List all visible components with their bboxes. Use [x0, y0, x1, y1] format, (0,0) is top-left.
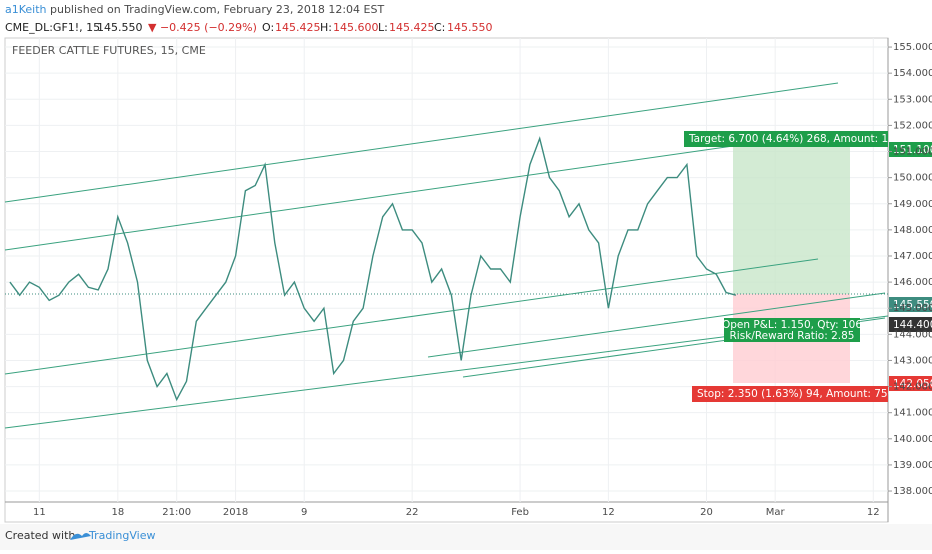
price-tag-label: 144.400: [893, 319, 932, 331]
y-tick-label: 146.000: [893, 277, 932, 288]
target-label: Target: 6.700 (4.64%) 268, Amount: 1710: [688, 133, 908, 145]
x-tick-label: 18: [111, 507, 124, 518]
change: ▼ −0.425 (−0.29%): [148, 21, 257, 34]
x-tick-label: 12: [602, 507, 615, 518]
chart-title: FEEDER CATTLE FUTURES, 15, CME: [12, 44, 206, 57]
footer: [0, 524, 932, 550]
x-tick-label: 12: [867, 507, 880, 518]
y-tick-label: 142.000: [893, 382, 932, 393]
x-tick-label: 20: [700, 507, 713, 518]
price-tag: [889, 297, 932, 312]
open: 145.425: [275, 21, 321, 34]
footer-brand[interactable]: TradingView: [88, 529, 155, 542]
h-label: H:: [320, 21, 332, 34]
y-tick-label: 148.000: [893, 225, 932, 236]
y-tick-label: 149.000: [893, 199, 932, 210]
y-tick-label: 154.000: [893, 68, 932, 79]
close: 145.550: [447, 21, 493, 34]
l-label: L:: [378, 21, 388, 34]
y-tick-label: 139.000: [893, 460, 932, 471]
y-tick-label: 143.000: [893, 355, 932, 366]
footer-created: Created with: [5, 529, 75, 542]
trend-line: [4, 258, 819, 375]
published: published on TradingView.com, February 2…: [50, 3, 384, 16]
rr-label: Risk/Reward Ratio: 2.85: [730, 330, 855, 342]
trend-line: [4, 145, 734, 251]
price-tag-label: 142.050: [893, 378, 932, 390]
target-zone: [733, 146, 850, 294]
stop-label: Stop: 2.350 (1.63%) 94, Amount: 750.9: [697, 388, 904, 400]
trend-line: [4, 82, 839, 203]
trend-line: [427, 292, 886, 358]
high: 145.600: [333, 21, 379, 34]
y-tick-label: 151.000: [893, 147, 932, 158]
target-label-box: [684, 131, 888, 147]
x-tick-label: 21:00: [162, 507, 191, 518]
c-label: C:: [434, 21, 445, 34]
y-tick-label: 155.000: [893, 42, 932, 53]
pnl-box: [724, 318, 860, 342]
y-tick-label: 152.000: [893, 120, 932, 131]
plot: [4, 37, 889, 523]
x-tick-label: 2018: [223, 507, 248, 518]
y-tick-label: 150.000: [893, 173, 932, 184]
author[interactable]: a1Keith: [5, 3, 47, 16]
y-tick-label: 144.000: [893, 329, 932, 340]
y-tick-label: 145.000: [893, 303, 932, 314]
price-tag-label: 151.100: [893, 144, 932, 156]
brand-logo: [70, 533, 91, 540]
x-tick-label: Mar: [766, 507, 786, 518]
price-tag: [889, 376, 932, 391]
o-label: O:: [262, 21, 274, 34]
x-tick-label: 22: [406, 507, 419, 518]
price-tag-label: 145.550: [893, 299, 932, 311]
y-tick-label: 147.000: [893, 251, 932, 262]
y-tick-label: 140.000: [893, 434, 932, 445]
stop-label-box: [692, 386, 888, 402]
x-tick-label: 9: [301, 507, 307, 518]
y-tick-label: 138.000: [893, 486, 932, 497]
symbol: CME_DL:GF1!, 15: [5, 21, 100, 34]
x-tick-label: 11: [33, 507, 46, 518]
last: 145.550: [97, 21, 143, 34]
price-line: [9, 136, 737, 402]
price-tag: [889, 142, 932, 157]
low: 145.425: [389, 21, 435, 34]
y-tick-label: 153.000: [893, 94, 932, 105]
x-tick-label: Feb: [511, 507, 529, 518]
price-tag: [889, 317, 932, 332]
pnl-label: Open P&L: 1.150, Qty: 106: [722, 319, 862, 331]
y-tick-label: 141.000: [893, 408, 932, 419]
